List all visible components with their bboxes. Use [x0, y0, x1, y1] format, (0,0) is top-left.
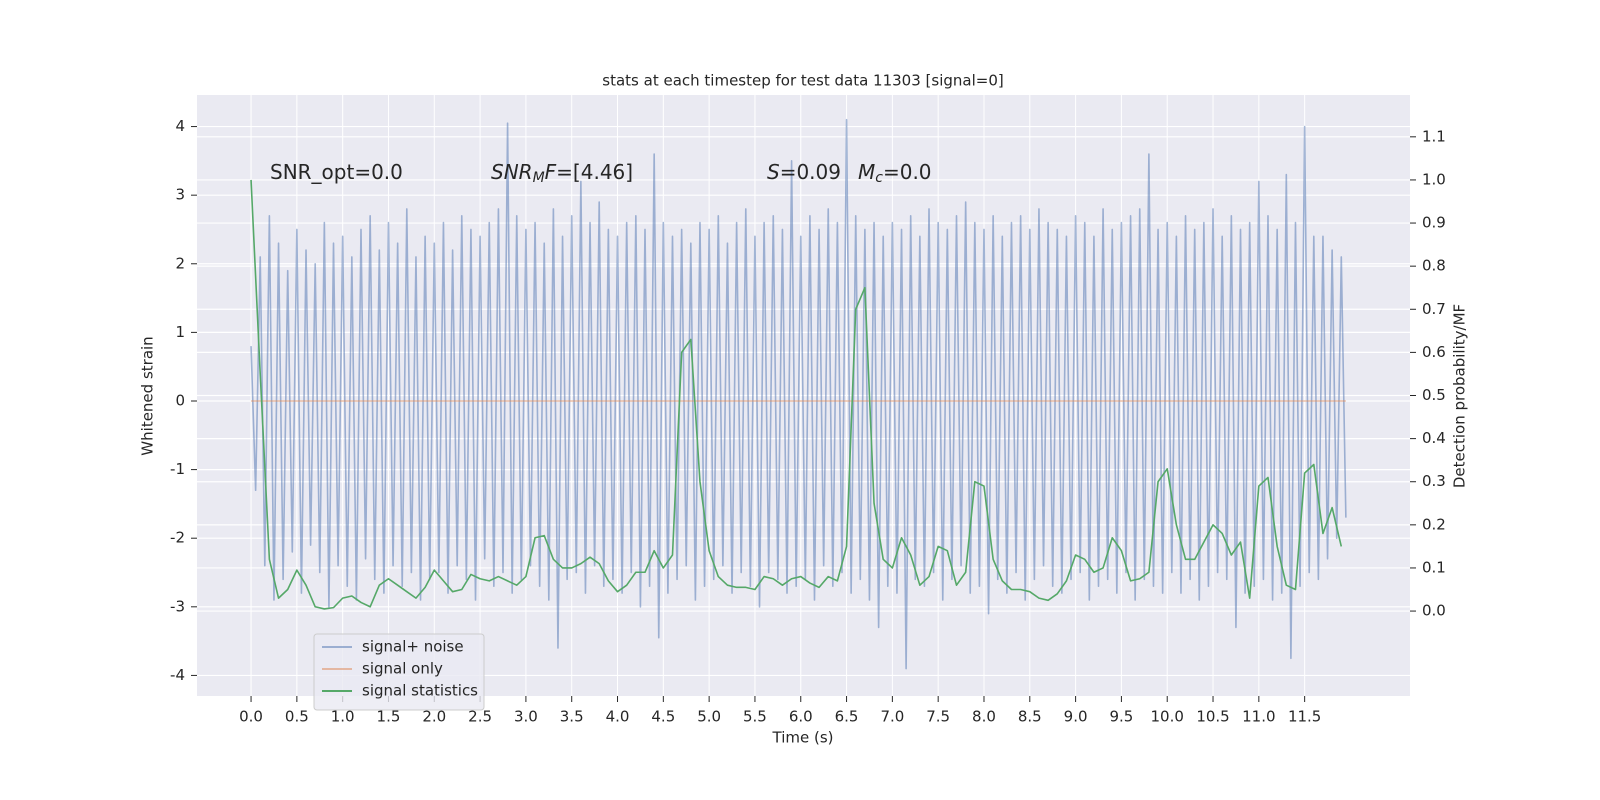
y2-axis-label: Detection probability/MF [1451, 304, 1469, 488]
x-tick-label: 3.0 [514, 708, 538, 726]
y2-tick-label: 0.3 [1422, 472, 1446, 490]
y-tick-label: -4 [170, 666, 185, 684]
y2-tick-label: 0.9 [1422, 214, 1446, 232]
x-tick-label: 2.5 [468, 708, 492, 726]
legend-box [313, 633, 485, 711]
series-line [250, 118, 1347, 670]
annotation-part: =[4.46] [556, 160, 633, 184]
x-tick-label: 11.5 [1288, 708, 1321, 726]
annotation-part: =0.09 [780, 160, 841, 184]
legend-label: signal statistics [362, 682, 478, 700]
y2-tick-label: 0.4 [1422, 429, 1446, 447]
legend-label: signal only [362, 660, 443, 678]
x-tick-label: 5.0 [697, 708, 721, 726]
y-tick-label: 4 [175, 117, 185, 135]
y-tick-label: -3 [170, 597, 185, 615]
y2-tick-label: 1.1 [1422, 127, 1446, 145]
y-tick-label: 3 [175, 186, 185, 204]
x-tick-label: 1.5 [377, 708, 401, 726]
x-tick-label: 7.0 [880, 708, 904, 726]
chart-title: stats at each timestep for test data 113… [602, 72, 1003, 90]
y-axis-label: Whitened strain [139, 336, 157, 455]
x-tick-label: 6.5 [835, 708, 859, 726]
x-tick-label: 8.0 [972, 708, 996, 726]
y2-tick-label: 1.0 [1422, 170, 1446, 188]
x-tick-label: 1.0 [331, 708, 355, 726]
y2-tick-label: 0.7 [1422, 300, 1446, 318]
y-tick-label: 1 [175, 323, 185, 341]
annotation: Mc=0.0 [858, 160, 932, 187]
annotation: SNRMF=[4.46] [491, 160, 633, 187]
y2-tick-label: 0.8 [1422, 257, 1446, 275]
x-tick-label: 10.5 [1196, 708, 1229, 726]
annotation-part: M [533, 170, 545, 186]
y2-tick-label: 0.5 [1422, 386, 1446, 404]
x-tick-label: 4.0 [606, 708, 630, 726]
annotation-part: M [858, 160, 875, 184]
x-tick-label: 8.5 [1018, 708, 1042, 726]
x-tick-label: 11.0 [1242, 708, 1275, 726]
x-tick-label: 2.0 [422, 708, 446, 726]
y-tick-label: -2 [170, 529, 185, 547]
grid [191, 95, 1416, 702]
x-axis-label: Time (s) [772, 729, 834, 747]
marks [250, 118, 1347, 670]
series-line [250, 179, 1343, 610]
annotation-part: =0.0 [883, 160, 932, 184]
y2-tick-label: 0.1 [1422, 558, 1446, 576]
x-tick-label: 3.5 [560, 708, 584, 726]
x-tick-label: 5.5 [743, 708, 767, 726]
x-tick-label: 0.0 [239, 708, 263, 726]
annotation: SNR_opt=0.0 [270, 160, 403, 184]
legend-label: signal+ noise [362, 638, 464, 656]
x-tick-label: 7.5 [926, 708, 950, 726]
x-tick-label: 0.5 [285, 708, 309, 726]
y2-tick-label: 0.0 [1422, 602, 1446, 620]
annotation-part: S [767, 160, 780, 184]
y2-tick-label: 0.6 [1422, 343, 1446, 361]
annotation-part: SNR_opt=0.0 [270, 160, 403, 184]
x-tick-label: 4.5 [651, 708, 675, 726]
x-tick-label: 9.5 [1109, 708, 1133, 726]
annotation-part: SNR [491, 160, 533, 184]
x-tick-label: 6.0 [789, 708, 813, 726]
annotation-part: c [875, 170, 883, 186]
y-tick-label: 0 [175, 391, 185, 409]
annotation: S=0.09 [767, 160, 841, 184]
y2-tick-label: 0.2 [1422, 515, 1446, 533]
x-tick-label: 9.0 [1064, 708, 1088, 726]
overlay: 0.0 0.5 1.0 1.5 2.0 2.5 3.0 3.5 4.0 4.5 5.0 5.5 6.0 6… [170, 117, 1446, 725]
annotation-part: F [545, 160, 557, 184]
x-tick-label: 10.0 [1151, 708, 1184, 726]
y-tick-label: 2 [175, 254, 185, 272]
y-tick-label: -1 [170, 460, 185, 478]
